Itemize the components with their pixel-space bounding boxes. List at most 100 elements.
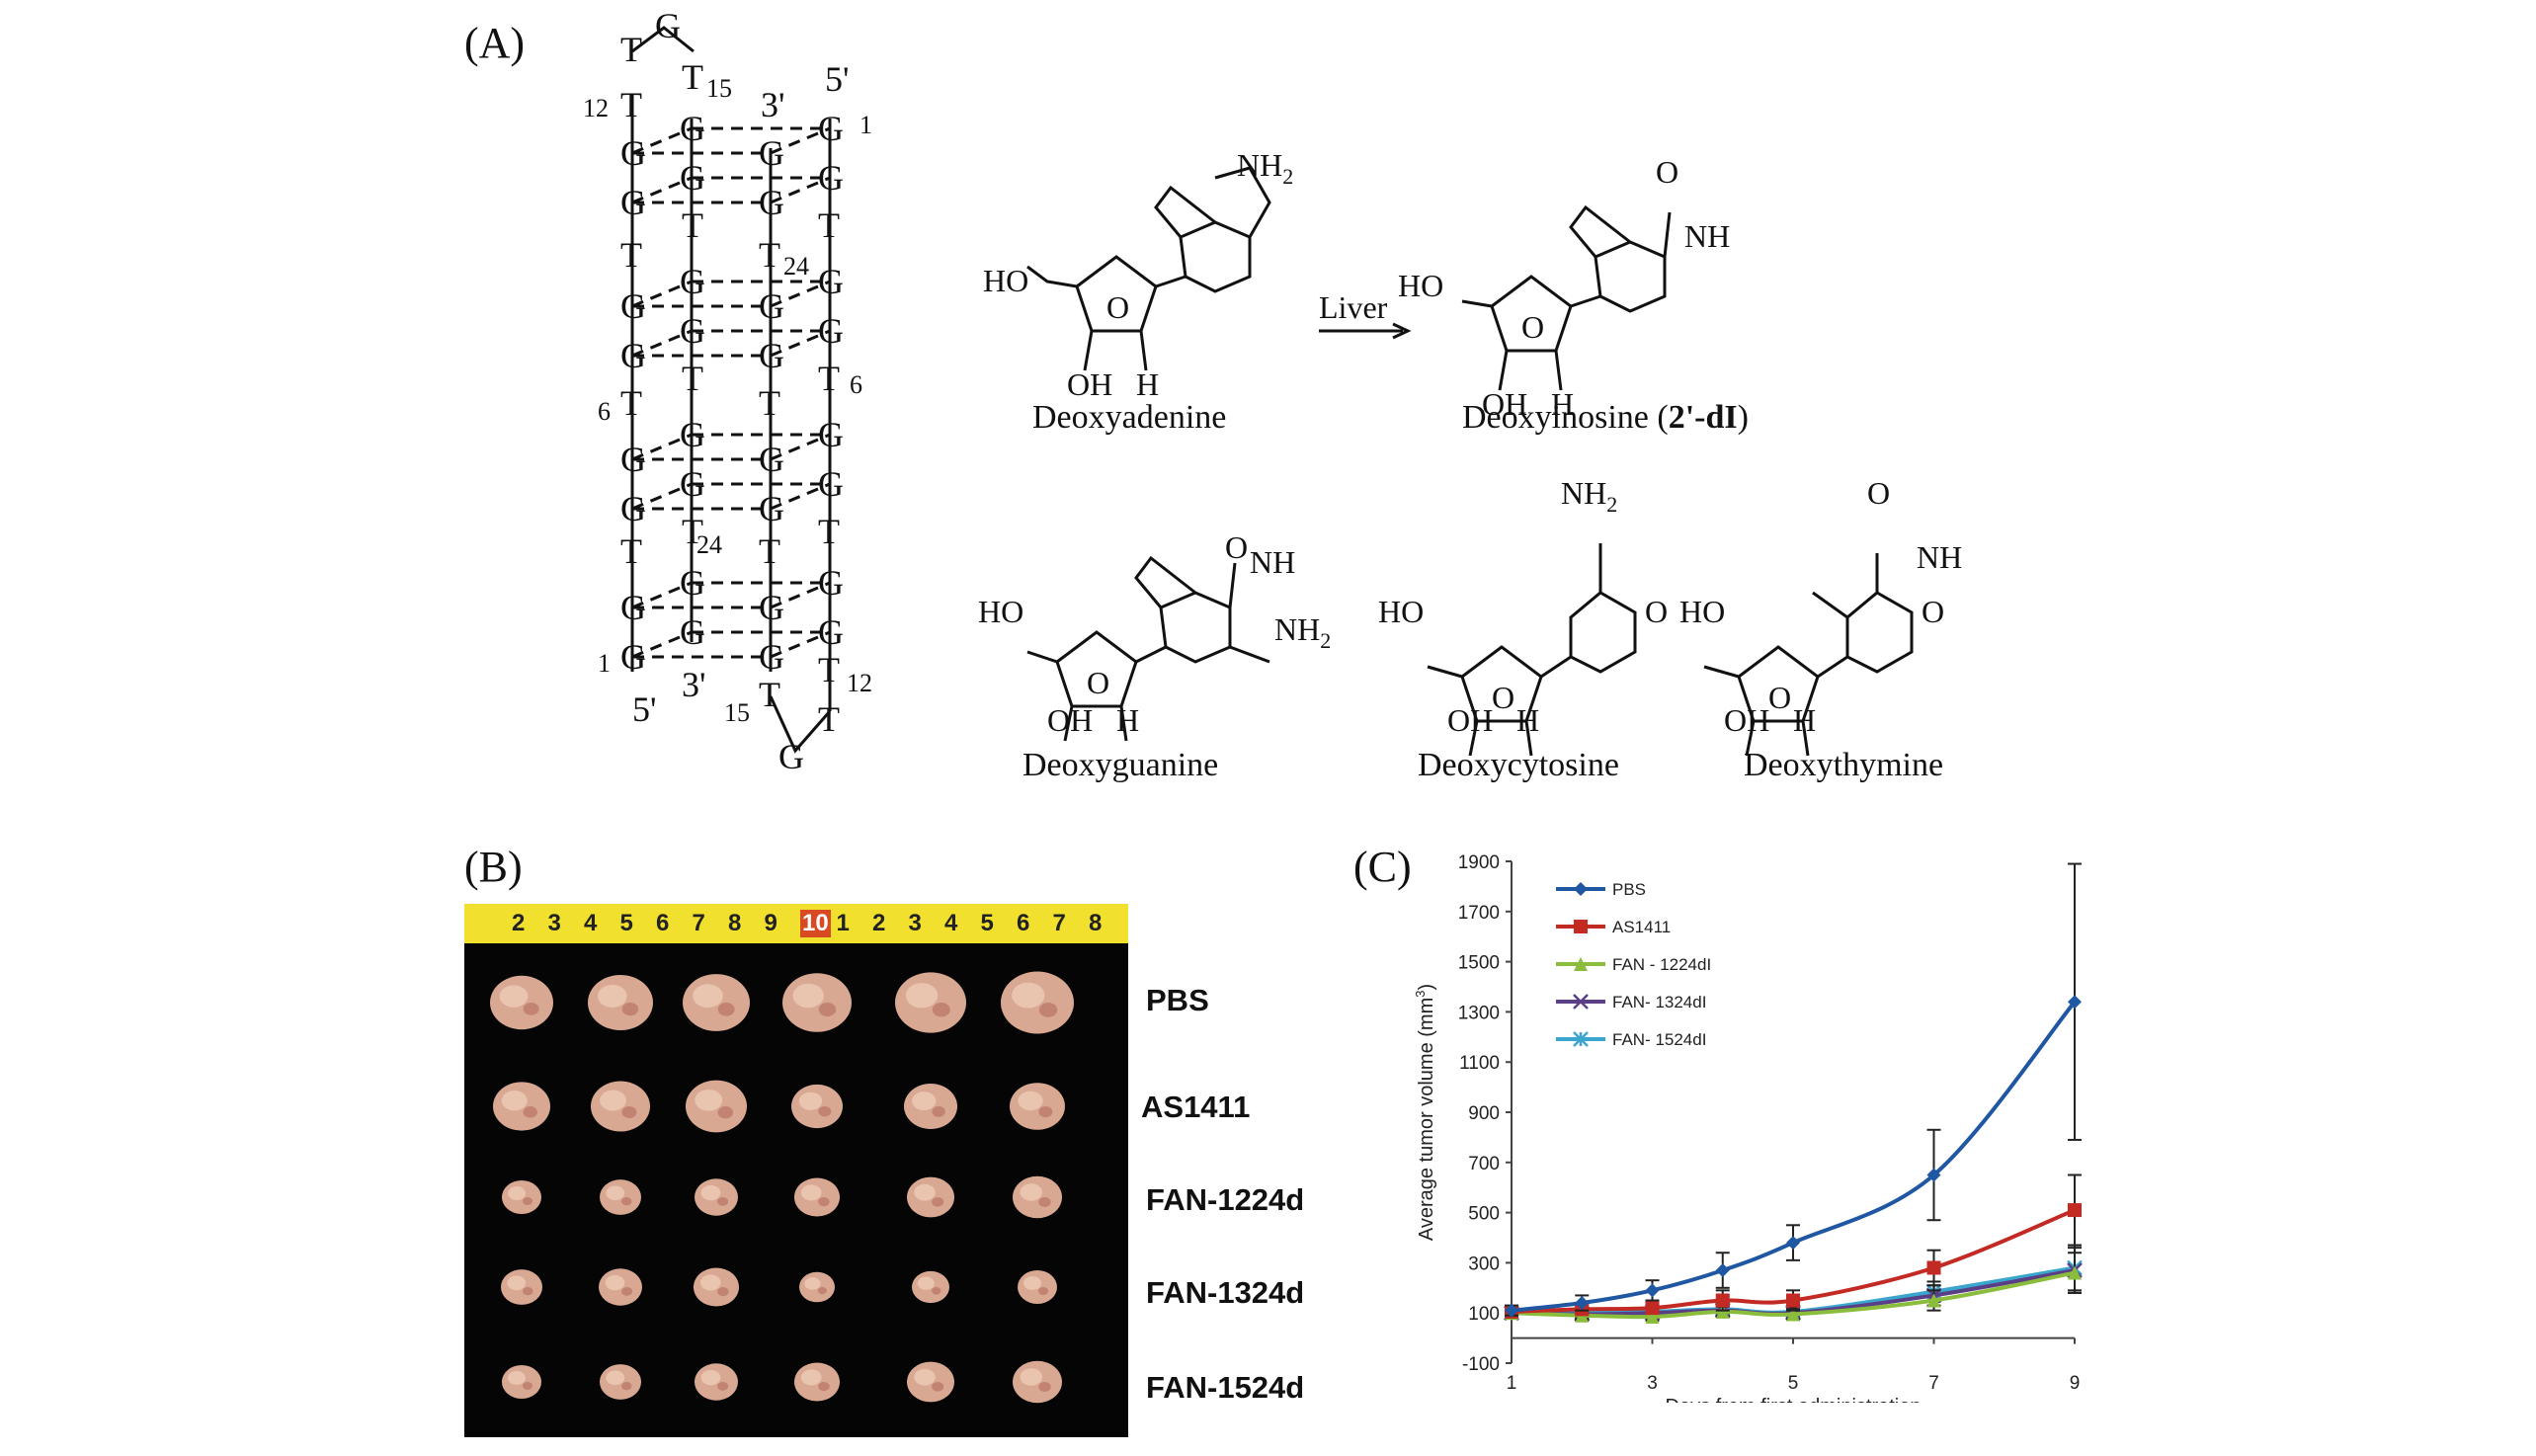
svg-text:T: T <box>620 383 642 423</box>
svg-text:3': 3' <box>761 85 785 124</box>
svg-text:G: G <box>680 415 705 454</box>
svg-text:G: G <box>759 489 784 528</box>
compound-name: Deoxyadenine <box>1032 399 1226 436</box>
ruler-number: 8 <box>728 910 742 936</box>
svg-text:HO: HO <box>1378 594 1424 629</box>
svg-text:G: G <box>620 637 646 677</box>
svg-text:12: 12 <box>583 94 609 122</box>
data-point <box>1645 1301 1660 1316</box>
y-tick-label: 1500 <box>1458 953 1500 974</box>
y-tick-label: 900 <box>1468 1103 1500 1124</box>
ruler-number: 6 <box>656 910 670 936</box>
svg-text:G: G <box>818 464 844 504</box>
svg-text:O: O <box>1106 289 1129 325</box>
svg-text:O: O <box>1492 680 1514 715</box>
svg-text:G: G <box>778 737 804 776</box>
svg-text:T: T <box>759 531 780 571</box>
tumor-photo: 2 3 4 5 6 7 8 9 10 1 2 3 4 5 6 7 8 <box>464 904 1128 1437</box>
tumor <box>907 1176 954 1218</box>
tumor <box>501 1269 542 1305</box>
data-point <box>1645 1310 1660 1325</box>
tumor <box>1018 1270 1057 1304</box>
svg-text:NH: NH <box>1250 544 1295 580</box>
compound-name: Deoxythymine <box>1744 747 1943 783</box>
svg-text:G: G <box>620 133 646 173</box>
svg-text:H: H <box>1516 702 1539 738</box>
data-point <box>1786 1236 1800 1251</box>
tumor <box>600 1179 641 1215</box>
ruler: 2 3 4 5 6 7 8 9 10 1 2 3 4 5 6 7 8 <box>464 904 1128 943</box>
svg-text:T: T <box>759 235 780 275</box>
tumor <box>591 1081 650 1132</box>
panel-a-label: (A) <box>464 19 526 67</box>
svg-text:H: H <box>1793 702 1816 738</box>
svg-text:T: T <box>759 675 780 714</box>
legend-item: AS1411 <box>1556 918 1671 936</box>
x-tick-label: 1 <box>1507 1373 1517 1394</box>
legend: PBS AS1411 FAN - 1224dI FAN- 1324dI FAN- 152… <box>1556 880 1711 1049</box>
data-point <box>1926 1168 1941 1182</box>
tumor <box>502 1180 541 1214</box>
svg-text:NH2: NH2 <box>1237 147 1293 189</box>
svg-text:OH: OH <box>1724 702 1769 738</box>
y-tick-label: 300 <box>1468 1254 1500 1274</box>
svg-text:1: 1 <box>598 649 611 678</box>
data-point <box>1786 1293 1800 1308</box>
svg-text:G: G <box>620 588 646 627</box>
y-tick-label: 1300 <box>1458 1003 1500 1023</box>
tumor <box>895 972 966 1033</box>
svg-text:T: T <box>682 359 703 398</box>
svg-text:G: G <box>818 262 844 301</box>
tumor <box>1013 1360 1062 1404</box>
ruler-number: 4 <box>584 910 598 936</box>
svg-text:G: G <box>759 637 784 677</box>
svg-text:NH: NH <box>1917 539 1962 575</box>
svg-text:O: O <box>1087 665 1109 700</box>
svg-text:1: 1 <box>859 111 872 139</box>
tumor <box>794 1362 840 1402</box>
svg-text:G: G <box>680 158 705 198</box>
ruler-number: 2 <box>512 910 526 936</box>
tumor <box>695 1178 738 1216</box>
svg-text:6: 6 <box>598 397 611 426</box>
svg-text:O: O <box>1521 309 1544 345</box>
series-pbs <box>1505 862 2082 1318</box>
svg-text:NH: NH <box>1684 218 1730 254</box>
tumor <box>791 1084 843 1129</box>
ruler-number: 3 <box>908 910 922 936</box>
svg-text:G: G <box>680 563 705 603</box>
tumor <box>502 1365 541 1399</box>
svg-text:T: T <box>818 512 840 551</box>
data-point <box>1715 1263 1730 1278</box>
svg-text:NH2: NH2 <box>1561 475 1617 517</box>
svg-text:T: T <box>620 85 642 124</box>
svg-text:HO: HO <box>983 263 1028 298</box>
svg-text:G: G <box>759 588 784 627</box>
arrow-label: Liver <box>1319 289 1388 325</box>
ruler-number: 1 <box>836 910 850 936</box>
svg-text:OH: OH <box>1482 386 1527 422</box>
ruler-number: 7 <box>1052 910 1066 936</box>
y-tick-label: 500 <box>1468 1204 1500 1225</box>
svg-text:O: O <box>1645 594 1668 629</box>
tumor <box>782 973 852 1032</box>
data-point <box>1505 1303 1518 1318</box>
ruler-number: 6 <box>1017 910 1030 936</box>
svg-text:T: T <box>620 30 642 69</box>
x-axis-label: Days from first administration <box>1666 1396 1922 1403</box>
data-point <box>1926 1293 1941 1308</box>
svg-text:O: O <box>1656 154 1678 190</box>
svg-text:G: G <box>680 311 705 351</box>
svg-text:O: O <box>1225 529 1248 565</box>
svg-text:T: T <box>818 650 840 689</box>
compound-name-inosine: Deoxyinosine (2'-dI) <box>1462 399 1749 436</box>
y-tick-label: 100 <box>1468 1304 1500 1325</box>
ruler-number: 4 <box>944 910 958 936</box>
panel-c-label: (C) <box>1353 843 1412 891</box>
series-line <box>1511 1000 2077 1313</box>
svg-text:G: G <box>620 440 646 479</box>
svg-text:G: G <box>818 612 844 652</box>
svg-text:G: G <box>818 109 844 148</box>
svg-text:5': 5' <box>632 689 657 729</box>
svg-text:OH: OH <box>1447 702 1493 738</box>
